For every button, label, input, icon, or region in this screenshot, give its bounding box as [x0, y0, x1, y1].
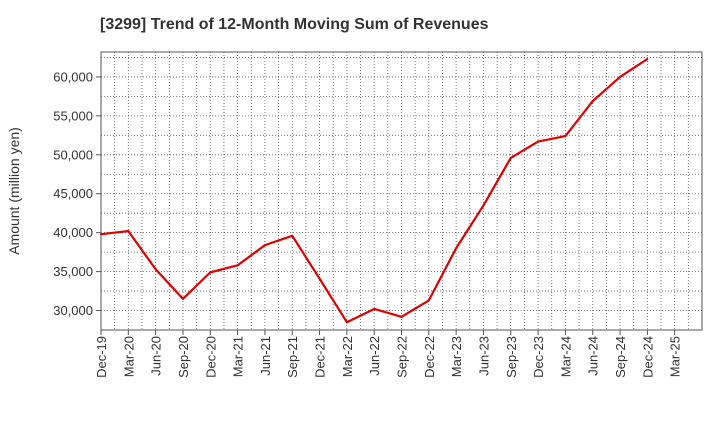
- data-point: [537, 140, 540, 143]
- x-tick-label: Jun-23: [476, 336, 491, 376]
- data-point: [181, 297, 184, 300]
- data-point: [127, 230, 130, 233]
- x-tick-label: Mar-24: [558, 336, 573, 377]
- y-axis: 30,000 35,000 40,000 45,000 50,000 55,000 60,0…: [53, 69, 101, 318]
- data-point: [455, 247, 458, 250]
- x-tick-label: Sep-21: [285, 336, 300, 378]
- chart-title: [3299] Trend of 12-Month Moving Sum of R…: [100, 16, 489, 33]
- x-tick-label: Dec-19: [94, 336, 109, 378]
- data-point: [291, 234, 294, 237]
- x-tick-label: Dec-23: [531, 336, 546, 378]
- x-tick-label: Jun-21: [258, 336, 273, 376]
- data-point: [509, 156, 512, 159]
- y-axis-title: Amount (million yen): [6, 127, 22, 255]
- data-point: [100, 233, 102, 236]
- y-tick-label: 60,000: [53, 69, 93, 84]
- x-tick-label: Jun-20: [149, 336, 164, 376]
- data-point: [482, 204, 485, 207]
- x-axis: Dec-19 Mar-20 Jun-20 Sep-20 Dec-20 Mar-21 Jun-…: [94, 330, 683, 378]
- x-tick-label: Dec-21: [313, 336, 328, 378]
- data-point: [154, 268, 157, 271]
- data-point: [236, 264, 239, 267]
- y-tick-label: 45,000: [53, 186, 93, 201]
- y-tick-label: 30,000: [53, 303, 93, 318]
- y-tick-label: 40,000: [53, 225, 93, 240]
- data-point: [345, 321, 348, 324]
- grid: [101, 52, 702, 330]
- x-tick-label: Dec-22: [422, 336, 437, 378]
- y-tick-label: 35,000: [53, 264, 93, 279]
- data-point: [427, 299, 430, 302]
- series-layer: [100, 58, 649, 324]
- data-point: [209, 271, 212, 274]
- data-point: [400, 315, 403, 318]
- x-tick-label: Mar-21: [231, 336, 246, 377]
- y-tick-label: 50,000: [53, 147, 93, 162]
- x-tick-label: Sep-20: [176, 336, 191, 378]
- data-point: [591, 100, 594, 103]
- data-point: [318, 277, 321, 280]
- data-point: [619, 75, 622, 78]
- x-tick-label: Dec-20: [203, 336, 218, 378]
- x-tick-label: Mar-25: [668, 336, 683, 377]
- x-tick-label: Mar-22: [340, 336, 355, 377]
- x-tick-label: Dec-24: [640, 336, 655, 378]
- x-tick-label: Sep-24: [613, 336, 628, 378]
- x-tick-label: Sep-23: [504, 336, 519, 378]
- x-tick-label: Mar-20: [121, 336, 136, 377]
- data-point: [373, 307, 376, 310]
- data-point: [646, 58, 649, 61]
- data-point: [564, 135, 567, 138]
- x-tick-label: Jun-22: [367, 336, 382, 376]
- x-tick-label: Sep-22: [395, 336, 410, 378]
- x-tick-label: Mar-23: [449, 336, 464, 377]
- y-tick-label: 55,000: [53, 108, 93, 123]
- data-point: [263, 244, 266, 247]
- x-tick-label: Jun-24: [586, 336, 601, 376]
